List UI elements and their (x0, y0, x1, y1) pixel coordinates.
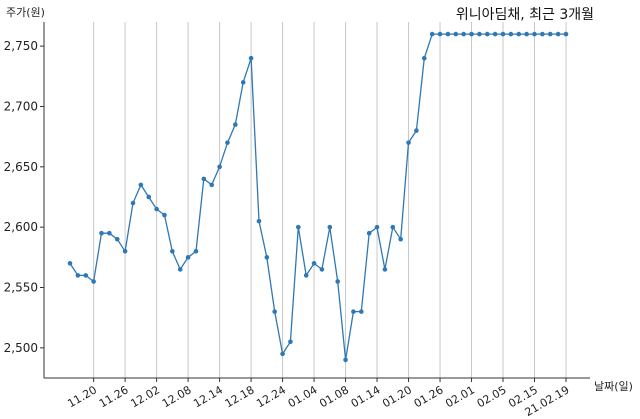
x-tick-label: 12.08 (160, 383, 194, 410)
y-tick-label: 2,600 (4, 220, 38, 234)
data-point (351, 309, 356, 314)
data-point (83, 273, 89, 278)
data-point (240, 80, 246, 85)
data-point (445, 31, 451, 37)
grid-lines (93, 22, 567, 378)
data-point (421, 55, 427, 61)
data-point (193, 248, 199, 254)
data-point (500, 31, 506, 37)
data-point (107, 230, 112, 236)
data-point (185, 255, 191, 260)
data-point (453, 31, 459, 37)
data-point (555, 31, 561, 37)
data-point (248, 55, 254, 61)
data-point (319, 267, 325, 272)
x-tick-label: 01.04 (286, 383, 320, 410)
y-tick-label: 2,500 (4, 341, 38, 355)
x-tick-label: 01.14 (349, 383, 383, 410)
price-series (67, 31, 569, 363)
data-point (492, 31, 498, 37)
data-point (122, 248, 128, 254)
data-point (162, 212, 167, 218)
data-point (382, 267, 388, 272)
data-point (516, 31, 522, 37)
x-tick-label: 02.05 (475, 383, 509, 410)
data-point (264, 255, 270, 260)
data-point (343, 357, 348, 363)
data-point (99, 230, 104, 236)
data-point (406, 140, 411, 145)
data-point (327, 224, 333, 230)
x-tick-label: 02.01 (443, 383, 477, 410)
y-tick-label: 2,700 (4, 99, 38, 113)
data-point (429, 31, 435, 37)
data-point (225, 140, 230, 145)
data-point (540, 31, 545, 37)
data-point (67, 261, 73, 266)
y-tick-label: 2,750 (4, 39, 38, 53)
x-tick-label: 01.26 (412, 383, 446, 410)
data-point (217, 164, 222, 170)
data-point (437, 31, 443, 37)
x-tick-label: 01.08 (317, 383, 351, 410)
data-point (272, 309, 277, 314)
series-line (69, 33, 566, 361)
data-point (524, 31, 529, 37)
data-point (233, 122, 238, 127)
data-point (303, 273, 309, 278)
y-tick-label: 2,650 (4, 160, 38, 174)
data-point (311, 261, 317, 266)
y-axis-ticks: 2,500 2,550 2,600 2,650 2,700 2,750 (4, 39, 44, 355)
data-point (508, 31, 514, 37)
data-point (390, 224, 396, 230)
data-point (484, 31, 490, 37)
data-point (359, 309, 364, 314)
x-tick-label: 12.24 (254, 383, 288, 410)
data-point (256, 218, 262, 224)
axes (43, 22, 590, 379)
data-point (461, 31, 466, 37)
data-point (477, 31, 482, 37)
data-point (296, 224, 301, 230)
data-point (547, 31, 553, 37)
data-point (138, 182, 144, 188)
x-tick-label: 11.26 (97, 383, 131, 410)
data-point (75, 273, 81, 278)
x-tick-label: 12.02 (128, 383, 162, 410)
y-axis-label: 주가(원) (6, 6, 45, 19)
data-point (414, 128, 419, 133)
data-point (280, 351, 285, 357)
y-tick-label: 2,550 (4, 280, 38, 294)
data-point (146, 194, 152, 200)
data-point (563, 31, 569, 37)
data-point (154, 206, 159, 212)
x-axis-ticks: 11.2011.2612.0212.0812.1412.1812.2401.04… (65, 378, 572, 419)
data-point (374, 224, 380, 230)
data-point (335, 279, 340, 284)
data-point (130, 200, 136, 206)
data-point (366, 230, 372, 236)
chart-title: 위니아딤채, 최근 3개월 (455, 7, 594, 23)
data-point (398, 236, 403, 242)
data-point (91, 279, 96, 284)
x-tick-label: 12.14 (191, 383, 225, 410)
x-axis-label: 날짜(일) (594, 380, 633, 393)
data-point (170, 248, 175, 254)
data-point (532, 31, 537, 37)
data-point (177, 267, 183, 272)
data-point (114, 236, 120, 242)
x-tick-label: 12.18 (223, 383, 257, 410)
data-point (209, 182, 215, 188)
x-tick-label: 01.20 (380, 383, 414, 410)
x-tick-label: 11.20 (65, 383, 99, 410)
data-point (201, 176, 207, 182)
data-point (288, 339, 293, 345)
data-point (469, 31, 474, 37)
